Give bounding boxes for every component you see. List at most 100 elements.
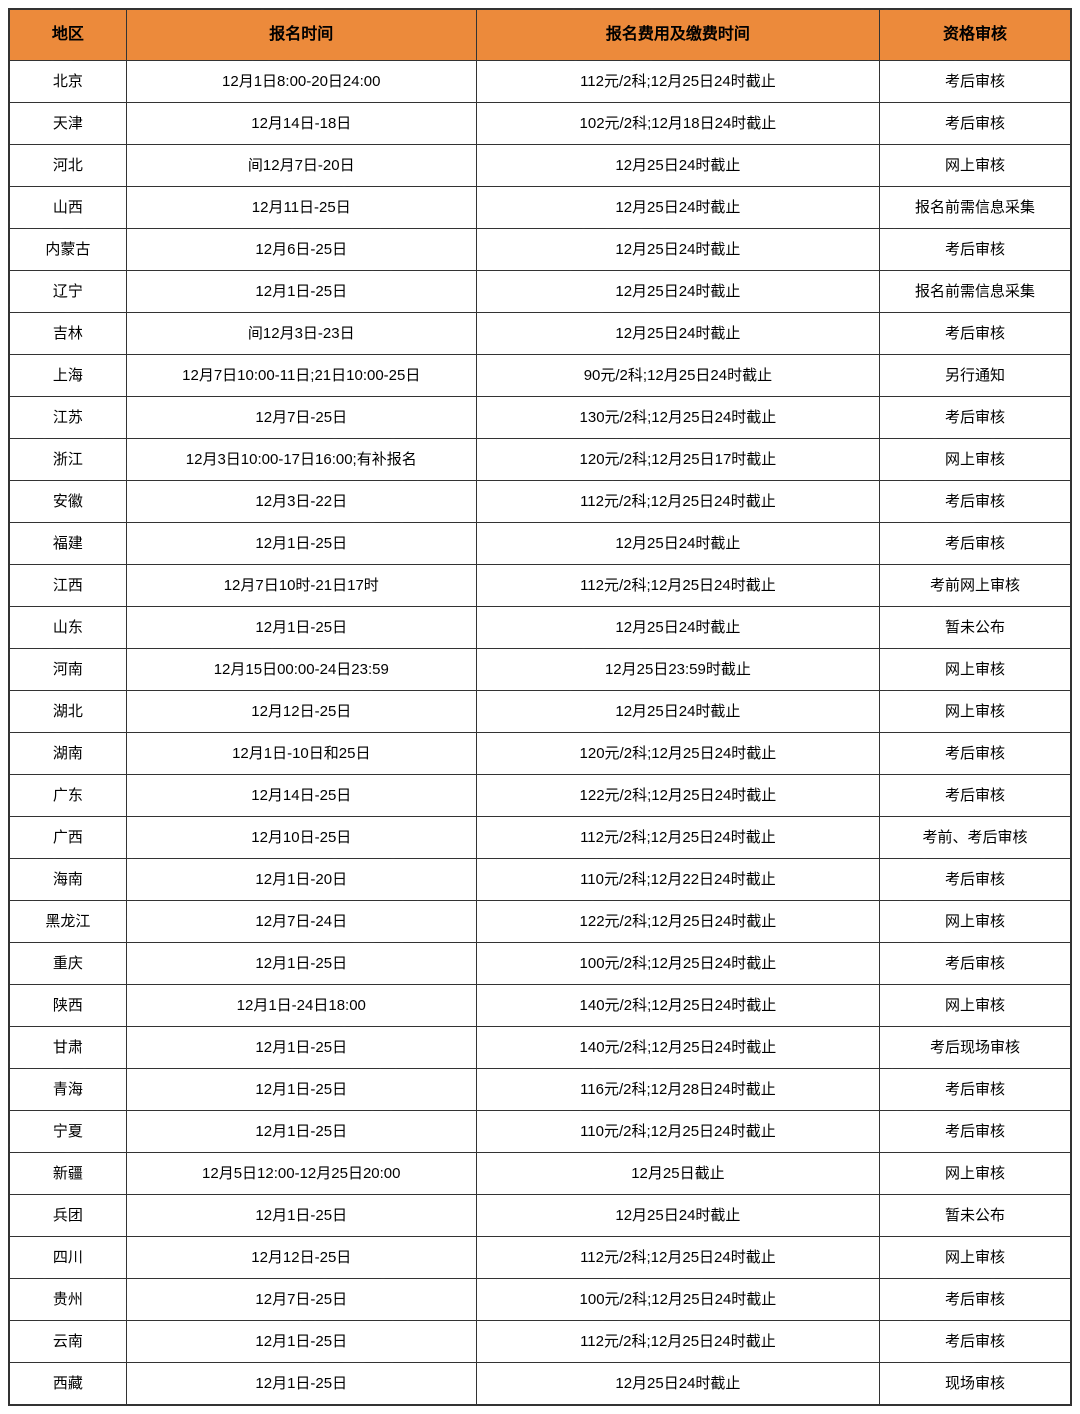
cell-audit: 考后审核 [880, 943, 1071, 985]
cell-reg_time: 12月1日-25日 [126, 1321, 476, 1363]
cell-region: 河北 [10, 145, 127, 187]
cell-region: 甘肃 [10, 1027, 127, 1069]
cell-reg_time: 12月15日00:00-24日23:59 [126, 649, 476, 691]
cell-reg_time: 12月1日-25日 [126, 271, 476, 313]
cell-fee_time: 112元/2科;12月25日24时截止 [476, 817, 879, 859]
cell-reg_time: 12月1日-25日 [126, 943, 476, 985]
cell-region: 河南 [10, 649, 127, 691]
cell-reg_time: 间12月7日-20日 [126, 145, 476, 187]
cell-region: 湖南 [10, 733, 127, 775]
table-row: 陕西12月1日-24日18:00140元/2科;12月25日24时截止网上审核 [10, 985, 1071, 1027]
table-row: 甘肃12月1日-25日140元/2科;12月25日24时截止考后现场审核 [10, 1027, 1071, 1069]
table-row: 青海12月1日-25日116元/2科;12月28日24时截止考后审核 [10, 1069, 1071, 1111]
cell-fee_time: 12月25日24时截止 [476, 1195, 879, 1237]
table-row: 安徽12月3日-22日112元/2科;12月25日24时截止考后审核 [10, 481, 1071, 523]
table-row: 四川12月12日-25日112元/2科;12月25日24时截止网上审核 [10, 1237, 1071, 1279]
table-row: 吉林间12月3日-23日12月25日24时截止考后审核 [10, 313, 1071, 355]
cell-fee_time: 12月25日24时截止 [476, 145, 879, 187]
cell-region: 天津 [10, 103, 127, 145]
table-header: 地区 报名时间 报名费用及缴费时间 资格审核 [10, 10, 1071, 61]
table-row: 黑龙江12月7日-24日122元/2科;12月25日24时截止网上审核 [10, 901, 1071, 943]
cell-audit: 另行通知 [880, 355, 1071, 397]
cell-reg_time: 12月7日-24日 [126, 901, 476, 943]
cell-audit: 报名前需信息采集 [880, 271, 1071, 313]
cell-audit: 暂未公布 [880, 607, 1071, 649]
cell-audit: 考后审核 [880, 733, 1071, 775]
cell-reg_time: 12月7日10时-21日17时 [126, 565, 476, 607]
cell-reg_time: 12月1日-24日18:00 [126, 985, 476, 1027]
cell-region: 江苏 [10, 397, 127, 439]
cell-fee_time: 140元/2科;12月25日24时截止 [476, 985, 879, 1027]
table-row: 辽宁12月1日-25日12月25日24时截止报名前需信息采集 [10, 271, 1071, 313]
cell-reg_time: 12月12日-25日 [126, 691, 476, 733]
table-row: 湖北12月12日-25日12月25日24时截止网上审核 [10, 691, 1071, 733]
table-row: 江苏12月7日-25日130元/2科;12月25日24时截止考后审核 [10, 397, 1071, 439]
cell-fee_time: 112元/2科;12月25日24时截止 [476, 481, 879, 523]
table-row: 湖南12月1日-10日和25日120元/2科;12月25日24时截止考后审核 [10, 733, 1071, 775]
cell-region: 云南 [10, 1321, 127, 1363]
cell-audit: 网上审核 [880, 985, 1071, 1027]
cell-reg_time: 12月7日-25日 [126, 1279, 476, 1321]
cell-region: 宁夏 [10, 1111, 127, 1153]
cell-audit: 网上审核 [880, 1237, 1071, 1279]
cell-reg_time: 12月5日12:00-12月25日20:00 [126, 1153, 476, 1195]
cell-fee_time: 90元/2科;12月25日24时截止 [476, 355, 879, 397]
header-fee-time: 报名费用及缴费时间 [476, 10, 879, 61]
cell-audit: 考前、考后审核 [880, 817, 1071, 859]
cell-fee_time: 12月25日24时截止 [476, 523, 879, 565]
table-row: 新疆12月5日12:00-12月25日20:0012月25日截止网上审核 [10, 1153, 1071, 1195]
cell-reg_time: 12月1日-25日 [126, 1069, 476, 1111]
cell-fee_time: 102元/2科;12月18日24时截止 [476, 103, 879, 145]
cell-fee_time: 12月25日24时截止 [476, 229, 879, 271]
cell-audit: 网上审核 [880, 1153, 1071, 1195]
cell-region: 福建 [10, 523, 127, 565]
cell-fee_time: 12月25日24时截止 [476, 271, 879, 313]
cell-reg_time: 12月1日-25日 [126, 1363, 476, 1405]
cell-fee_time: 12月25日24时截止 [476, 607, 879, 649]
cell-audit: 考后审核 [880, 523, 1071, 565]
cell-region: 江西 [10, 565, 127, 607]
cell-audit: 考前网上审核 [880, 565, 1071, 607]
cell-fee_time: 12月25日24时截止 [476, 1363, 879, 1405]
cell-audit: 考后审核 [880, 229, 1071, 271]
cell-fee_time: 112元/2科;12月25日24时截止 [476, 1321, 879, 1363]
cell-reg_time: 12月11日-25日 [126, 187, 476, 229]
table-row: 江西12月7日10时-21日17时112元/2科;12月25日24时截止考前网上… [10, 565, 1071, 607]
cell-region: 湖北 [10, 691, 127, 733]
cell-fee_time: 116元/2科;12月28日24时截止 [476, 1069, 879, 1111]
table-row: 广西12月10日-25日112元/2科;12月25日24时截止考前、考后审核 [10, 817, 1071, 859]
table-row: 上海12月7日10:00-11日;21日10:00-25日90元/2科;12月2… [10, 355, 1071, 397]
table-row: 宁夏12月1日-25日110元/2科;12月25日24时截止考后审核 [10, 1111, 1071, 1153]
cell-fee_time: 120元/2科;12月25日24时截止 [476, 733, 879, 775]
registration-table: 地区 报名时间 报名费用及缴费时间 资格审核 北京12月1日8:00-20日24… [9, 9, 1071, 1405]
cell-reg_time: 12月14日-18日 [126, 103, 476, 145]
table-body: 北京12月1日8:00-20日24:00112元/2科;12月25日24时截止考… [10, 61, 1071, 1405]
cell-region: 兵团 [10, 1195, 127, 1237]
cell-reg_time: 12月1日-25日 [126, 607, 476, 649]
cell-region: 重庆 [10, 943, 127, 985]
cell-audit: 网上审核 [880, 145, 1071, 187]
cell-fee_time: 122元/2科;12月25日24时截止 [476, 775, 879, 817]
header-audit: 资格审核 [880, 10, 1071, 61]
cell-audit: 现场审核 [880, 1363, 1071, 1405]
table-row: 山东12月1日-25日12月25日24时截止暂未公布 [10, 607, 1071, 649]
cell-fee_time: 122元/2科;12月25日24时截止 [476, 901, 879, 943]
cell-reg_time: 12月12日-25日 [126, 1237, 476, 1279]
cell-audit: 暂未公布 [880, 1195, 1071, 1237]
registration-table-container: 会计帮公众号会计帮公众号会计帮公众号会计帮公众号会计帮公众号会计帮公众号会计帮公… [8, 8, 1072, 1406]
cell-reg_time: 间12月3日-23日 [126, 313, 476, 355]
cell-reg_time: 12月6日-25日 [126, 229, 476, 271]
cell-audit: 考后审核 [880, 313, 1071, 355]
cell-reg_time: 12月1日-10日和25日 [126, 733, 476, 775]
cell-fee_time: 110元/2科;12月22日24时截止 [476, 859, 879, 901]
table-row: 福建12月1日-25日12月25日24时截止考后审核 [10, 523, 1071, 565]
cell-fee_time: 112元/2科;12月25日24时截止 [476, 565, 879, 607]
cell-fee_time: 112元/2科;12月25日24时截止 [476, 61, 879, 103]
cell-region: 新疆 [10, 1153, 127, 1195]
cell-region: 安徽 [10, 481, 127, 523]
table-row: 贵州12月7日-25日100元/2科;12月25日24时截止考后审核 [10, 1279, 1071, 1321]
cell-region: 陕西 [10, 985, 127, 1027]
cell-region: 广西 [10, 817, 127, 859]
cell-region: 上海 [10, 355, 127, 397]
cell-audit: 网上审核 [880, 439, 1071, 481]
